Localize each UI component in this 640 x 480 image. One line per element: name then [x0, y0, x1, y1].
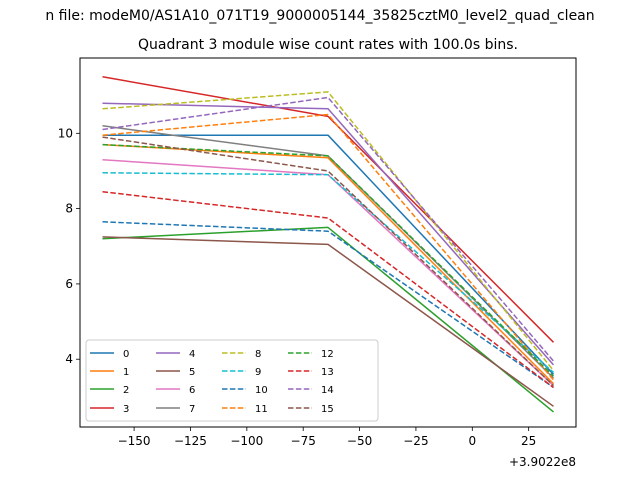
series-line-13: [102, 190, 554, 389]
series-line-14: [102, 96, 555, 362]
legend-label-1: 1: [123, 367, 129, 378]
legend-frame: [85, 339, 379, 422]
x-tick-label: −50: [347, 434, 372, 448]
series-line-15: [102, 136, 555, 387]
legend-label-11: 11: [255, 404, 268, 415]
y-axis-ticks: 4 6 8 10: [58, 126, 80, 366]
axes-frame: [79, 57, 577, 428]
y-tick-label: 4: [65, 352, 73, 366]
y-tick-label: 6: [65, 277, 73, 291]
legend-label-3: 3: [123, 404, 129, 415]
series-line-9: [102, 172, 554, 373]
x-tick-label: −25: [403, 434, 428, 448]
x-tick-label: 25: [521, 434, 536, 448]
legend-label-10: 10: [255, 385, 268, 396]
series-line-2: [102, 226, 554, 413]
series-lines: [102, 76, 555, 413]
legend-label-13: 13: [321, 367, 334, 378]
series-line-4: [102, 102, 555, 366]
legend-label-0: 0: [123, 349, 129, 360]
series-line-3: [102, 76, 555, 343]
y-tick-label: 10: [58, 126, 73, 140]
series-line-8: [102, 91, 555, 371]
x-tick-label: −150: [118, 434, 151, 448]
legend-label-12: 12: [321, 349, 334, 360]
x-tick-label: −125: [174, 434, 207, 448]
legend-label-14: 14: [321, 385, 334, 396]
legend-label-4: 4: [189, 349, 195, 360]
figure-suptitle: n file: modeM0/AS1A10_071T19_9000005144_…: [45, 8, 594, 24]
legend-label-7: 7: [189, 404, 195, 415]
legend-label-8: 8: [255, 349, 261, 360]
x-tick-label: 0: [468, 434, 476, 448]
legend-label-9: 9: [255, 367, 261, 378]
x-tick-label: −100: [230, 434, 263, 448]
legend-label-15: 15: [321, 404, 334, 415]
chart-title: Quadrant 3 module wise count rates with …: [138, 37, 518, 53]
x-offset-label: +3.9022e8: [509, 455, 576, 469]
legend-label-2: 2: [123, 385, 129, 396]
legend-label-6: 6: [189, 385, 195, 396]
y-tick-label: 8: [65, 202, 73, 216]
legend-label-5: 5: [189, 367, 195, 378]
x-tick-label: −75: [291, 434, 316, 448]
series-line-10: [102, 221, 554, 389]
series-line-11: [102, 113, 555, 381]
x-axis-ticks: −150 −125 −100 −75 −50 −25 0 25: [118, 427, 536, 448]
series-line-5: [102, 236, 554, 407]
